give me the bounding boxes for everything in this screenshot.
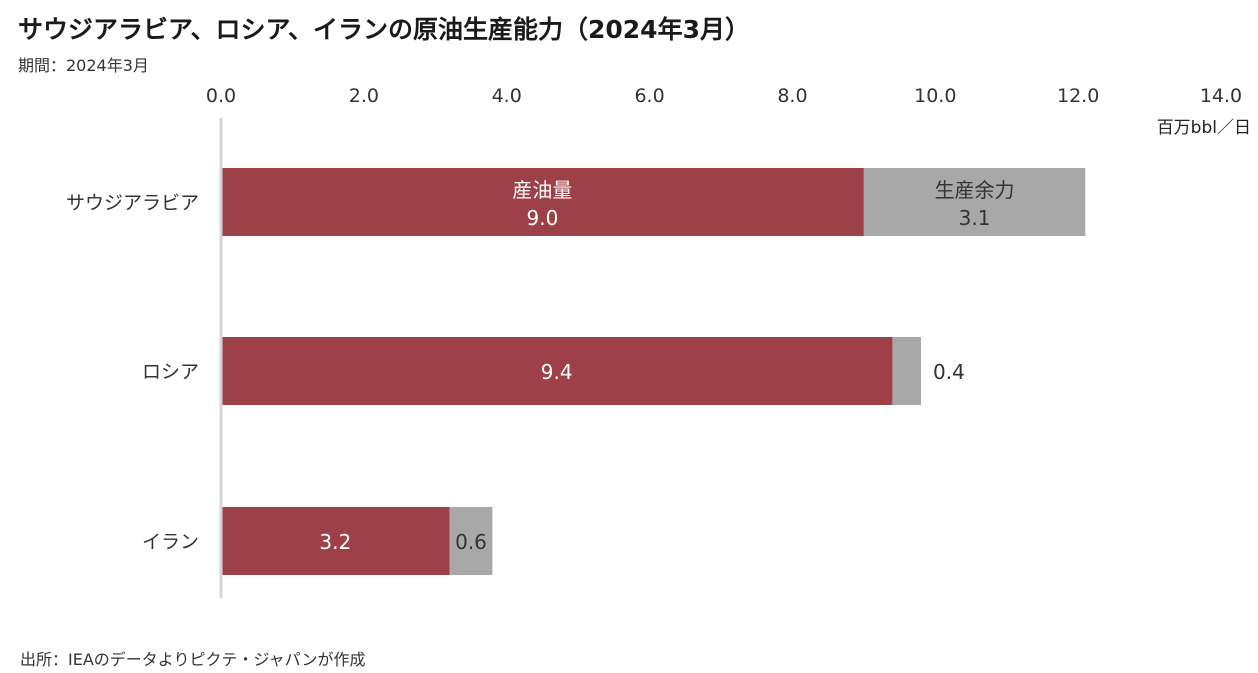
category-label: サウジアラビア — [66, 192, 199, 214]
bar-spare-capacity — [892, 337, 921, 405]
unit-label: 百万bbl／日 — [1157, 118, 1251, 138]
bar-spare-capacity — [863, 168, 1086, 236]
data-label-spare-capacity: 3.1 — [959, 206, 991, 230]
x-tick-label: 10.0 — [914, 85, 956, 107]
bar-production — [222, 337, 893, 405]
data-label-production: 3.2 — [319, 530, 351, 554]
bar-spare-capacity — [449, 507, 493, 575]
x-tick-label: 12.0 — [1057, 85, 1099, 107]
series-label-production: 産油量 — [512, 178, 572, 202]
chart-subtitle: 期間：2024年3月 — [18, 56, 149, 75]
bar-production — [222, 507, 450, 575]
x-tick-label: 4.0 — [492, 85, 522, 107]
x-tick-label: 2.0 — [349, 85, 379, 107]
source-note: 出所：IEAのデータよりピクテ・ジャパンが作成 — [20, 650, 366, 669]
x-tick-label: 14.0 — [1200, 85, 1242, 107]
data-label-spare-capacity: 0.6 — [455, 530, 487, 554]
category-label: イラン — [142, 531, 199, 553]
chart-title: サウジアラビア、ロシア、イランの原油生産能力（2024年3月） — [18, 15, 750, 44]
data-label-production: 9.0 — [527, 206, 559, 230]
x-tick-label: 6.0 — [634, 85, 664, 107]
x-tick-label: 8.0 — [777, 85, 807, 107]
data-label-production: 9.4 — [541, 360, 573, 384]
category-label: ロシア — [142, 361, 199, 383]
bar-production — [222, 168, 864, 236]
x-tick-label: 0.0 — [206, 85, 236, 107]
data-label-spare-capacity: 0.4 — [933, 360, 965, 384]
series-label-spare-capacity: 生産余力 — [935, 178, 1015, 202]
